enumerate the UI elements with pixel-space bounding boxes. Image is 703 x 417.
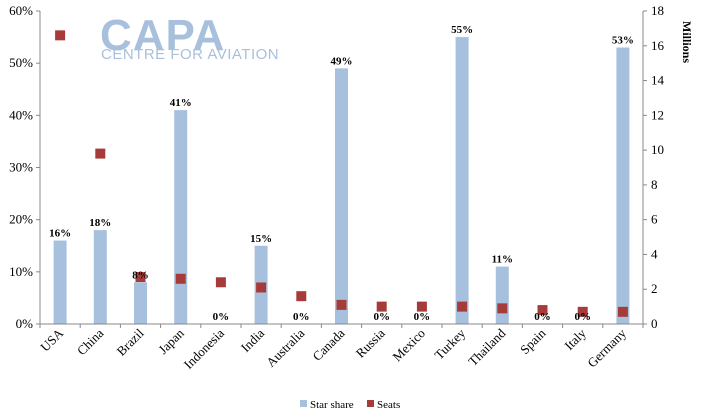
category-label-russia: Russia <box>353 325 388 360</box>
seats-marker-canada <box>336 299 347 310</box>
right-tick-label: 6 <box>651 212 658 227</box>
data-label-japan: 41% <box>170 97 192 109</box>
category-label-mexico: Mexico <box>389 326 428 365</box>
data-label-thailand: 11% <box>492 254 513 266</box>
bar-turkey <box>455 37 469 324</box>
data-label-canada: 49% <box>331 55 353 67</box>
category-label-canada: Canada <box>309 325 347 363</box>
right-tick-label: 12 <box>651 107 664 122</box>
right-tick-label: 16 <box>651 38 665 53</box>
category-label-brazil: Brazil <box>114 325 147 358</box>
markers-layer <box>55 30 628 317</box>
category-label-turkey: Turkey <box>431 325 468 362</box>
category-label-australia: Australia <box>263 325 307 369</box>
legend-label-star-share: Star share <box>310 399 354 411</box>
seats-marker-australia <box>296 291 307 302</box>
logo-sub-text: CENTRE FOR AVIATION <box>101 46 279 63</box>
legend-swatch-star-share <box>300 400 307 407</box>
category-label-indonesia: Indonesia <box>181 325 228 372</box>
seats-marker-turkey <box>457 301 468 312</box>
seats-marker-india <box>256 282 267 293</box>
bar-china <box>93 230 107 324</box>
bar-japan <box>174 110 188 324</box>
category-label-spain: Spain <box>517 325 549 357</box>
bar-usa <box>53 240 67 324</box>
bar-thailand <box>495 266 509 324</box>
bars-layer <box>53 37 630 325</box>
left-tick-label: 30% <box>9 160 33 175</box>
data-label-china: 18% <box>89 217 111 229</box>
data-label-italy: 0% <box>574 311 591 323</box>
logo-main-text: CAPA <box>100 11 225 60</box>
seats-marker-mexico <box>416 301 427 312</box>
left-tick-label: 20% <box>9 212 33 227</box>
right-tick-label: 10 <box>651 142 664 157</box>
right-tick-label: 2 <box>651 281 658 296</box>
capa-logo: CAPA CENTRE FOR AVIATION <box>100 11 279 63</box>
data-label-brazil: 8% <box>132 269 149 281</box>
right-tick-label: 8 <box>651 177 658 192</box>
category-label-japan: Japan <box>155 325 187 357</box>
category-label-germany: Germany <box>584 325 629 370</box>
data-label-usa: 16% <box>49 228 71 240</box>
seats-marker-japan <box>175 273 186 284</box>
seats-marker-thailand <box>497 303 508 314</box>
seats-marker-spain <box>537 305 548 316</box>
bar-canada <box>335 68 348 324</box>
data-label-germany: 53% <box>612 35 634 47</box>
seats-marker-italy <box>577 306 588 317</box>
data-label-spain: 0% <box>534 311 551 323</box>
bar-brazil <box>134 282 147 324</box>
data-label-indonesia: 0% <box>213 311 230 323</box>
seats-marker-brazil <box>135 272 146 283</box>
left-tick-label: 10% <box>9 264 33 279</box>
left-tick-label: 40% <box>9 107 33 122</box>
data-labels-layer: 16% 18% 8% 41% 0% 15% 0% 49% 0% 0% 55% 11% 0% 0% 53% <box>49 24 634 323</box>
legend-swatch-seats <box>367 400 374 407</box>
category-label-china: China <box>74 325 107 358</box>
right-tick-label: 0 <box>651 316 658 331</box>
right-tick-label: 18 <box>651 3 664 18</box>
seats-marker-russia <box>376 301 387 312</box>
data-label-turkey: 55% <box>451 24 473 36</box>
seats-marker-usa <box>55 30 66 41</box>
right-tick-label: 14 <box>651 73 665 88</box>
right-axis-title: Millions <box>680 21 694 63</box>
right-tick-label: 4 <box>651 246 658 261</box>
left-tick-label: 0% <box>16 316 34 331</box>
seats-marker-indonesia <box>215 277 226 288</box>
seats-marker-germany <box>617 306 628 317</box>
category-label-india: India <box>238 325 268 355</box>
legend: Star share Seats <box>300 399 400 411</box>
data-label-russia: 0% <box>373 311 390 323</box>
data-label-india: 15% <box>250 233 272 245</box>
category-label-usa: USA <box>37 325 66 354</box>
category-label-italy: Italy <box>561 325 589 353</box>
left-tick-label: 60% <box>9 3 33 18</box>
left-tick-label: 50% <box>9 55 33 70</box>
category-label-thailand: Thailand <box>465 325 509 369</box>
data-label-mexico: 0% <box>414 311 431 323</box>
data-label-australia: 0% <box>293 311 310 323</box>
bar-germany <box>616 47 630 325</box>
seats-marker-china <box>95 148 106 159</box>
legend-label-seats: Seats <box>377 399 400 411</box>
